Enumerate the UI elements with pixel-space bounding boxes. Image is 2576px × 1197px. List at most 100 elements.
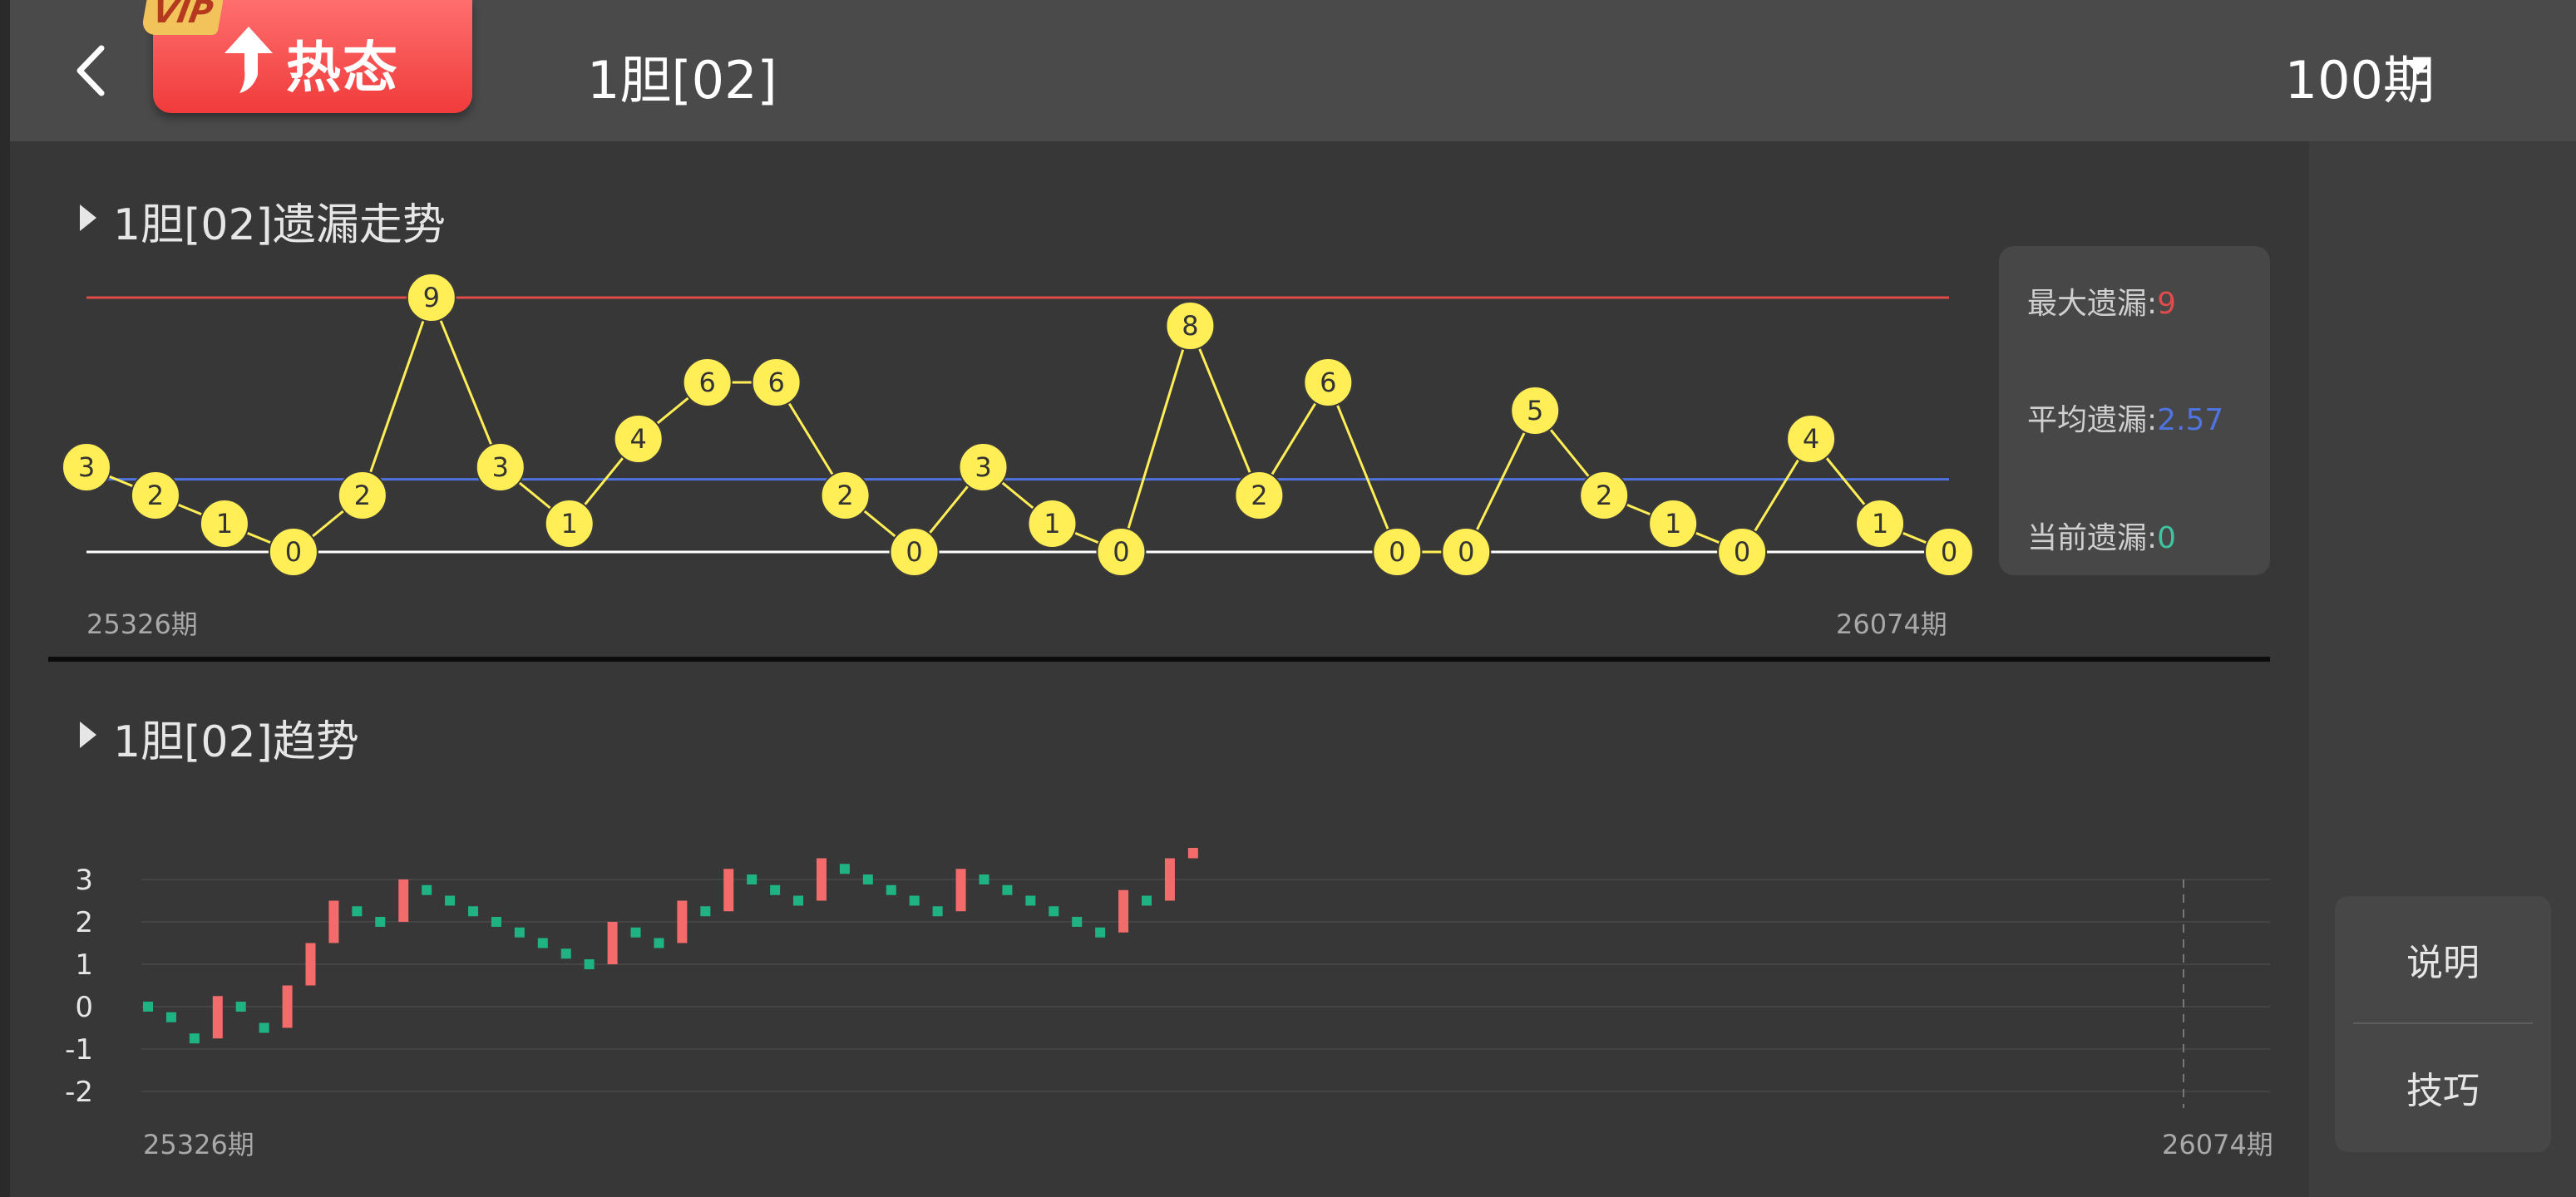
data-point bbox=[1234, 470, 1285, 520]
trend-down-mark bbox=[352, 906, 363, 917]
y-tick-label: -2 bbox=[65, 1076, 93, 1109]
data-point bbox=[1855, 499, 1906, 549]
data-point bbox=[62, 442, 111, 492]
chevron-down-icon[interactable] bbox=[2405, 60, 2431, 75]
data-label: 1 bbox=[1044, 508, 1060, 539]
x-end-label: 26074期 bbox=[1836, 608, 1947, 640]
trend-down-mark bbox=[630, 927, 641, 938]
data-point bbox=[130, 470, 180, 520]
data-label: 6 bbox=[698, 367, 715, 398]
data-point bbox=[958, 442, 1009, 492]
y-tick-label: 0 bbox=[75, 991, 93, 1024]
trend-down-mark bbox=[886, 884, 896, 895]
y-tick-label: 2 bbox=[75, 906, 93, 939]
hot-state-badge[interactable]: VIP 热态 bbox=[141, 0, 472, 113]
trend-down-mark bbox=[165, 1012, 176, 1022]
trend-down-mark bbox=[491, 917, 501, 927]
y-tick-label: -1 bbox=[65, 1033, 93, 1066]
trend-down-mark bbox=[654, 938, 664, 948]
trend-down-mark bbox=[584, 959, 595, 969]
explain-button[interactable]: 说明 bbox=[2406, 942, 2480, 984]
data-label: 0 bbox=[1113, 536, 1129, 568]
trend-down-mark bbox=[143, 1002, 153, 1012]
trend-down-mark bbox=[862, 874, 873, 884]
stat-current-value: 0 bbox=[2157, 521, 2177, 555]
trend-down-mark bbox=[839, 864, 850, 874]
data-point bbox=[682, 357, 733, 407]
trend-down-mark bbox=[537, 938, 548, 948]
omission-stats-panel: 最大遗漏:9 平均遗漏:2.57 当前遗漏:0 bbox=[1999, 246, 2270, 575]
data-point bbox=[406, 273, 456, 323]
data-label: 8 bbox=[1182, 310, 1198, 342]
stat-avg-label: 平均遗漏: bbox=[2027, 403, 2158, 437]
section-divider bbox=[48, 657, 2270, 662]
omission-line bbox=[86, 293, 1950, 554]
left-edge bbox=[0, 0, 10, 1197]
data-label: 4 bbox=[1803, 423, 1819, 455]
data-point bbox=[544, 499, 595, 549]
data-point bbox=[751, 357, 802, 407]
trend-up-bar bbox=[1118, 889, 1129, 933]
page-title: 1胆[02] bbox=[587, 50, 777, 111]
y-tick-label: 1 bbox=[75, 948, 93, 982]
data-point bbox=[1441, 527, 1492, 577]
trend-up-bar bbox=[677, 900, 688, 943]
data-label: 1 bbox=[216, 508, 233, 539]
trend-chart: 3 2 1 0 -1 -2 bbox=[65, 848, 2270, 1109]
trend-up-bar bbox=[1164, 858, 1175, 901]
stat-max-label: 最大遗漏: bbox=[2027, 287, 2158, 321]
data-label: 9 bbox=[423, 282, 440, 313]
data-point bbox=[1165, 301, 1216, 351]
trend-down-mark bbox=[770, 884, 781, 895]
data-point bbox=[1786, 414, 1837, 464]
data-point bbox=[1510, 386, 1561, 436]
data-label: 0 bbox=[285, 536, 302, 568]
trend-down-mark bbox=[1025, 895, 1036, 906]
trend-down-mark bbox=[1049, 906, 1059, 917]
trend-x-end-label: 26074期 bbox=[2162, 1129, 2273, 1160]
data-label: 0 bbox=[906, 536, 922, 568]
stat-max: 最大遗漏:9 bbox=[2027, 279, 2176, 323]
expand-triangle-icon[interactable] bbox=[80, 722, 96, 748]
data-point bbox=[475, 442, 526, 492]
data-point bbox=[1579, 470, 1630, 520]
data-point bbox=[1924, 527, 1974, 577]
trend-down-mark bbox=[747, 874, 758, 884]
period-dropdown[interactable]: 100期 bbox=[2284, 50, 2435, 111]
data-label: 6 bbox=[1320, 367, 1336, 398]
main-content bbox=[10, 141, 2309, 1197]
data-point bbox=[889, 527, 940, 577]
trend-down-mark bbox=[1142, 895, 1152, 906]
trend-x-start-label: 25326期 bbox=[143, 1129, 254, 1160]
tips-button[interactable]: 技巧 bbox=[2406, 1070, 2480, 1112]
data-label: 0 bbox=[1734, 536, 1750, 568]
data-label: 0 bbox=[1941, 536, 1957, 568]
data-point bbox=[1027, 499, 1078, 549]
data-label: 2 bbox=[836, 480, 853, 511]
data-label: 1 bbox=[561, 508, 578, 539]
data-label: 2 bbox=[1596, 480, 1612, 511]
data-point bbox=[1648, 499, 1699, 549]
trend-down-mark bbox=[1002, 884, 1013, 895]
expand-triangle-icon[interactable] bbox=[80, 204, 96, 231]
trend-down-mark bbox=[468, 906, 479, 917]
trend-down-mark bbox=[1095, 927, 1106, 938]
data-point bbox=[820, 470, 871, 520]
trend-down-mark bbox=[189, 1033, 200, 1044]
trend-up-bar bbox=[607, 922, 618, 964]
data-label: 2 bbox=[147, 480, 164, 511]
trend-up-bar bbox=[398, 879, 409, 922]
data-label: 5 bbox=[1527, 395, 1543, 426]
trend-down-mark bbox=[700, 906, 711, 917]
data-point bbox=[1717, 527, 1768, 577]
vip-tag: VIP bbox=[141, 0, 225, 35]
back-arrow-icon[interactable] bbox=[68, 42, 118, 100]
data-point bbox=[1372, 527, 1423, 577]
side-divider bbox=[2353, 1022, 2533, 1024]
data-point bbox=[1303, 357, 1354, 407]
omission-chart: 3 2 1 0 2 9 3 1 4 6 6 2 0 3 1 0 8 2 6 0 0 5 2 1 0 4 1 0 bbox=[62, 273, 1974, 577]
trend-up-bar bbox=[328, 900, 339, 943]
trend-down-mark bbox=[514, 927, 525, 938]
trend-up-bar bbox=[723, 869, 734, 912]
data-label: 6 bbox=[767, 367, 784, 398]
